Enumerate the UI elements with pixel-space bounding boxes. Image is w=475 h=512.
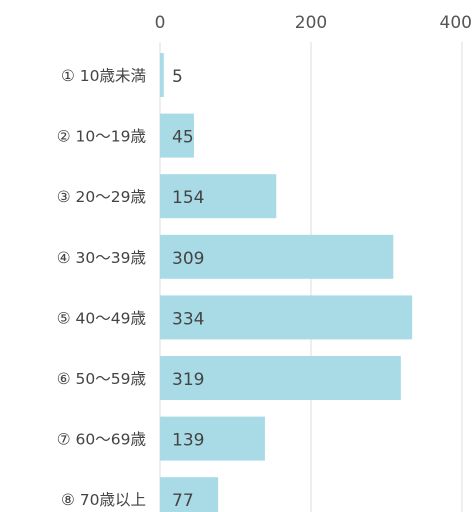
bar-3 [160, 174, 277, 219]
bars [160, 53, 413, 512]
bar-8 [160, 477, 219, 512]
value-label-8: 77 [172, 491, 194, 511]
category-label-4: ④ 30～39歳 [57, 249, 146, 267]
value-label-3: 154 [172, 188, 204, 208]
value-label-7: 139 [172, 431, 204, 451]
value-label-6: 319 [172, 370, 204, 390]
category-label-7: ⑦ 60～69歳 [57, 431, 146, 449]
bar-1 [160, 53, 164, 97]
value-label-2: 45 [172, 128, 194, 148]
value-label-1: 5 [172, 67, 183, 87]
bar-4 [160, 234, 394, 279]
bar-2 [160, 113, 194, 158]
category-label-5: ⑤ 40～49歳 [57, 309, 146, 327]
category-label-1: ① 10歳未満 [61, 67, 146, 85]
bar-7 [160, 416, 265, 461]
value-label-4: 309 [172, 249, 204, 269]
category-label-6: ⑥ 50～59歳 [57, 370, 146, 388]
bar-6 [160, 356, 401, 400]
x-tick-label-200: 200 [295, 13, 327, 33]
category-label-8: ⑧ 70歳以上 [61, 491, 146, 509]
category-label-3: ③ 20～29歳 [57, 188, 146, 206]
x-axis-ticks: 0 200 400 [155, 13, 472, 33]
bar-5 [160, 295, 413, 340]
x-tick-label-400: 400 [440, 13, 472, 33]
value-labels: 5 45 154 309 334 319 139 77 [172, 67, 204, 511]
category-label-2: ② 10～19歳 [57, 128, 146, 146]
x-tick-label-0: 0 [155, 13, 166, 33]
category-labels: ① 10歳未満 ② 10～19歳 ③ 20～29歳 ④ 30～39歳 ⑤ 40～49歳 ⑥… [57, 67, 146, 509]
value-label-5: 334 [172, 309, 204, 329]
